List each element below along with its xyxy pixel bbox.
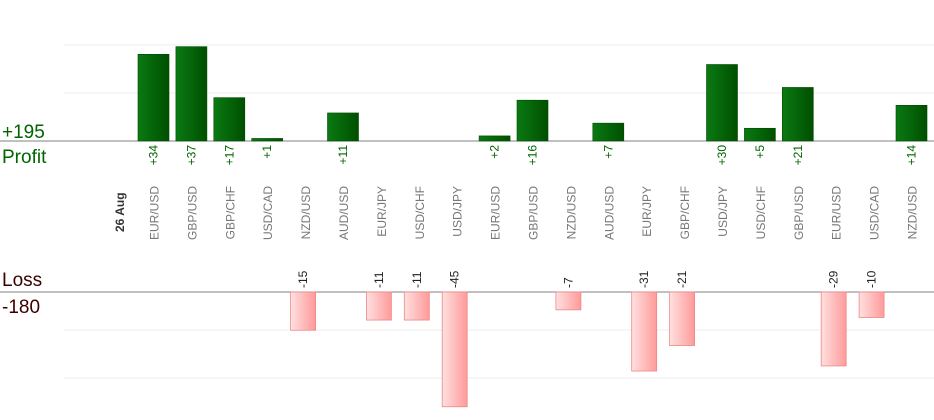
category-label: GBP/USD bbox=[792, 186, 806, 240]
category-label: GBP/CHF bbox=[223, 186, 237, 239]
profit-total: +195 bbox=[2, 122, 45, 143]
loss-bar bbox=[441, 291, 468, 408]
loss-value-label: -7 bbox=[561, 277, 575, 288]
category-label: USD/CHF bbox=[754, 186, 768, 239]
category-label: EUR/USD bbox=[489, 186, 503, 240]
profit-value-label: +5 bbox=[753, 145, 767, 159]
loss-bar bbox=[669, 291, 695, 346]
profit-bar bbox=[516, 99, 549, 142]
value-labels: +34 +37 +17 +1 -15 +11 -11 -11 -45 +2 +16 -7 +7 -31 -2… bbox=[147, 145, 919, 288]
profit-bar bbox=[327, 112, 359, 142]
loss-bar bbox=[858, 291, 885, 318]
loss-bar bbox=[631, 291, 658, 372]
loss-value-label: -45 bbox=[448, 270, 462, 288]
profit-bar bbox=[781, 87, 814, 142]
profit-label: Profit bbox=[2, 147, 47, 168]
loss-value-label: -31 bbox=[637, 270, 651, 288]
loss-bar bbox=[555, 291, 582, 311]
loss-bar bbox=[365, 291, 392, 321]
category-label: USD/CAD bbox=[868, 186, 882, 240]
loss-label: Loss bbox=[2, 270, 42, 291]
profit-value-label: +1 bbox=[260, 145, 274, 159]
profit-bar bbox=[895, 105, 928, 142]
loss-total: -180 bbox=[2, 297, 40, 318]
category-labels: EUR/USD GBP/USD GBP/CHF USD/CAD NZD/USD AUD/U… bbox=[148, 186, 920, 240]
category-label: EUR/JPY bbox=[640, 186, 654, 237]
category-label: EUR/USD bbox=[830, 186, 844, 240]
profit-bar bbox=[478, 135, 511, 142]
category-label: GBP/USD bbox=[185, 186, 199, 240]
category-label: USD/CHF bbox=[413, 186, 427, 239]
bars bbox=[137, 46, 928, 408]
category-label: NZD/USD bbox=[299, 186, 313, 240]
category-label: NZD/USD bbox=[906, 186, 920, 240]
category-label: USD/JPY bbox=[716, 186, 730, 237]
category-label: USD/CAD bbox=[261, 186, 275, 240]
category-label: GBP/USD bbox=[527, 186, 541, 240]
profit-value-label: +37 bbox=[184, 145, 198, 166]
loss-bar bbox=[290, 291, 317, 331]
profit-bar bbox=[137, 53, 170, 142]
category-label: AUD/USD bbox=[602, 186, 616, 240]
profit-bar bbox=[592, 122, 625, 142]
profit-value-label: +17 bbox=[222, 145, 236, 166]
category-label: EUR/USD bbox=[148, 186, 162, 240]
profit-value-label: +2 bbox=[488, 145, 502, 159]
loss-value-label: -11 bbox=[410, 271, 424, 288]
loss-value-label: -10 bbox=[865, 270, 879, 288]
profit-value-label: +30 bbox=[715, 145, 729, 166]
profit-value-label: +7 bbox=[601, 145, 615, 159]
category-label: AUD/USD bbox=[337, 186, 351, 240]
profit-bar bbox=[251, 138, 283, 142]
category-label: NZD/USD bbox=[564, 186, 578, 240]
category-label: GBP/CHF bbox=[678, 186, 692, 239]
profit-value-label: +11 bbox=[336, 145, 350, 165]
loss-value-label: -21 bbox=[675, 270, 689, 288]
category-label: EUR/JPY bbox=[375, 186, 389, 237]
loss-value-label: -15 bbox=[296, 270, 310, 288]
profit-bar bbox=[744, 127, 776, 142]
date-label: 26 Aug bbox=[113, 192, 127, 232]
profit-bar bbox=[213, 97, 246, 142]
loss-value-label: -29 bbox=[827, 270, 841, 288]
loss-bar bbox=[820, 291, 847, 367]
profit-bar bbox=[706, 64, 738, 142]
profit-value-label: +16 bbox=[526, 145, 540, 166]
profit-value-label: +34 bbox=[147, 145, 161, 166]
category-label: USD/JPY bbox=[451, 186, 465, 237]
loss-bar bbox=[403, 291, 430, 321]
profit-value-label: +14 bbox=[905, 145, 919, 166]
loss-value-label: -11 bbox=[372, 271, 386, 288]
profit-value-label: +21 bbox=[791, 145, 805, 166]
profit-bar bbox=[175, 46, 208, 142]
